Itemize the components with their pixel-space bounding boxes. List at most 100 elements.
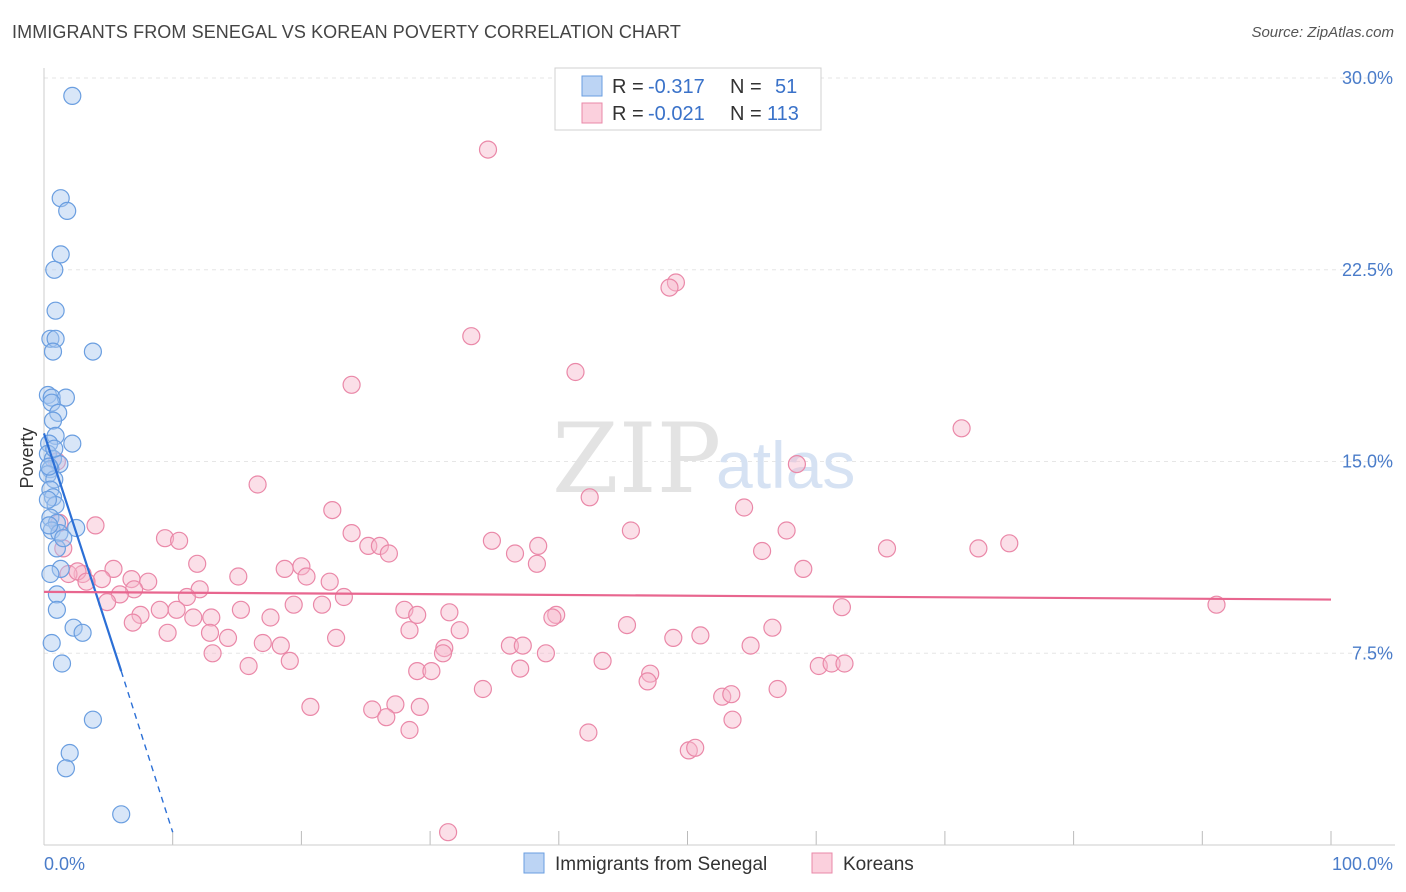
korean-point — [536, 644, 556, 663]
korean-point — [408, 605, 427, 625]
series-legend-label-blue: Immigrants from Senegal — [555, 854, 767, 875]
korean-point — [188, 554, 207, 573]
axes — [43, 68, 1395, 846]
x-tick-label: 0.0% — [44, 854, 85, 874]
senegal-point — [112, 805, 131, 824]
senegal-point — [63, 86, 82, 106]
korean-point — [723, 710, 742, 729]
korean-point — [952, 419, 971, 438]
korean-point — [400, 720, 419, 740]
korean-point — [200, 623, 220, 642]
senegal-point — [42, 633, 61, 653]
korean-point — [835, 654, 854, 673]
korean-point — [301, 697, 320, 717]
legend-r-label-2: R = — [612, 103, 644, 125]
korean-point — [292, 557, 311, 576]
y-tick-label: 7.5% — [1352, 643, 1393, 663]
korean-point — [686, 738, 705, 757]
korean-point — [92, 569, 112, 589]
trend-lines — [42, 433, 1332, 833]
korean-point — [664, 628, 683, 648]
senegal-point — [42, 393, 61, 412]
korean-point — [734, 498, 754, 517]
series-legend-label-pink: Koreans — [843, 854, 914, 875]
korean-point — [877, 539, 897, 558]
korean-point — [379, 544, 398, 563]
korean-point — [787, 455, 807, 474]
korean-point — [439, 823, 458, 842]
korean-point — [377, 708, 396, 727]
korean-point — [386, 695, 405, 714]
korean-point — [253, 633, 272, 653]
korean-point — [334, 587, 353, 607]
korean-point — [621, 521, 641, 540]
senegal-point — [42, 388, 61, 407]
y-tick-label: 15.0% — [1342, 452, 1393, 472]
x-tick-label: 100.0% — [1332, 854, 1393, 874]
senegal-point — [51, 559, 70, 579]
senegal-point — [38, 490, 58, 509]
korean-point — [777, 521, 796, 540]
korean-point — [280, 651, 299, 671]
korean-point — [131, 605, 150, 625]
korean-point — [529, 536, 548, 556]
senegal-point — [52, 654, 72, 673]
senegal-point — [63, 434, 82, 453]
korean-point — [527, 554, 547, 573]
korean-point — [170, 531, 189, 550]
korean-point — [580, 488, 599, 507]
legend-n-value-2: 113 — [767, 103, 799, 125]
senegal-trend-extension — [120, 670, 174, 833]
korean-point — [410, 697, 429, 717]
korean-point — [482, 531, 501, 550]
senegal-point — [83, 710, 103, 729]
korean-point — [139, 572, 158, 591]
korean-point — [638, 672, 657, 691]
senegal-point — [60, 743, 79, 763]
korean-point — [593, 651, 612, 671]
senegal-point — [43, 342, 63, 361]
korean-point — [768, 679, 787, 699]
korean-point — [342, 523, 361, 543]
korean-point — [342, 375, 361, 394]
korean-point — [1207, 595, 1226, 614]
korean-point — [123, 613, 142, 632]
senegal-point — [54, 529, 73, 548]
y-tick-label: 22.5% — [1342, 260, 1393, 280]
korean-point — [478, 140, 498, 159]
korean-point — [822, 654, 841, 673]
legend-n-label-2: N = — [730, 103, 762, 125]
korean-point — [150, 600, 169, 619]
korean-point — [218, 628, 238, 648]
correlation-legend: R = -0.317 N = 51 R = -0.021 N = 113 — [554, 67, 822, 131]
korean-point — [229, 567, 248, 586]
korean-point — [566, 362, 585, 382]
korean-point — [450, 621, 469, 640]
korean-point — [691, 626, 710, 645]
korean-point — [86, 516, 105, 535]
senegal-point — [41, 564, 60, 584]
legend-n-value-1: 51 — [775, 76, 797, 98]
senegal-point — [51, 245, 70, 264]
korean-point — [104, 559, 123, 579]
series-legend-swatch-pink — [811, 852, 833, 874]
korean-point — [408, 661, 427, 681]
korean-point — [203, 644, 222, 663]
korean-point — [1000, 534, 1019, 553]
korean-point — [543, 608, 562, 627]
korean-point — [511, 659, 530, 678]
korean-point — [184, 608, 203, 627]
korean-point — [752, 541, 772, 561]
korean-point — [312, 595, 332, 614]
korean-point — [969, 539, 988, 558]
senegal-point — [64, 618, 83, 637]
korean-point — [323, 501, 342, 520]
senegal-point — [47, 539, 67, 558]
senegal-point — [39, 516, 59, 535]
korean-point — [440, 603, 459, 622]
korean-point — [248, 475, 267, 494]
senegal-point — [46, 301, 65, 320]
watermark: ZIP atlas — [552, 403, 855, 515]
korean-point — [54, 539, 73, 558]
